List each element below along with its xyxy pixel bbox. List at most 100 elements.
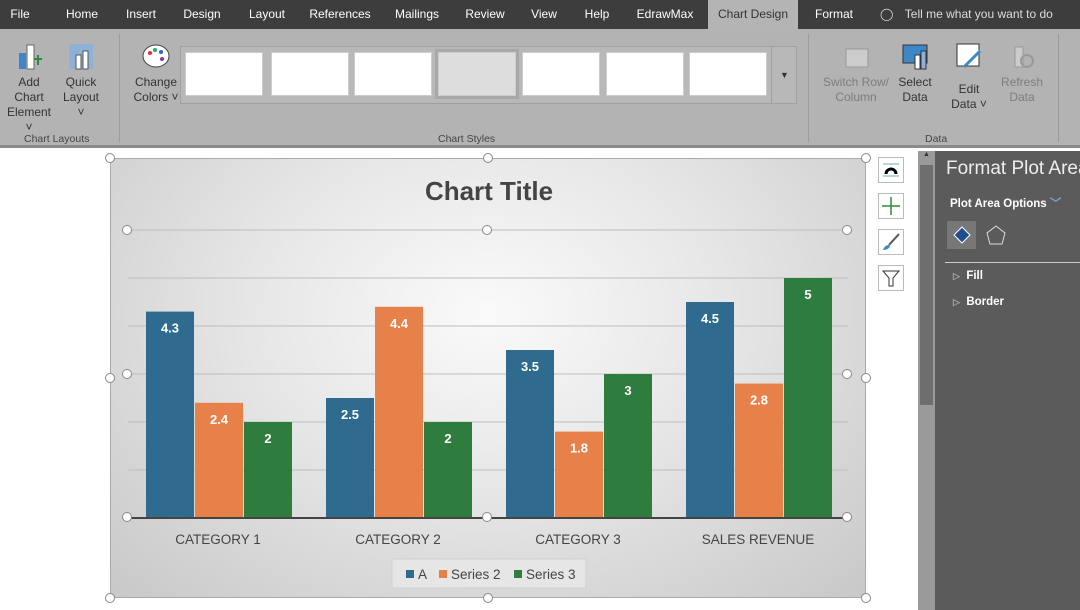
- expand-arrow-icon: ▷: [953, 271, 960, 281]
- resize-handle[interactable]: [842, 512, 852, 522]
- group-label-chart-styles: Chart Styles: [438, 133, 496, 145]
- switch-row-column-icon: [845, 48, 869, 68]
- resize-handle[interactable]: [861, 153, 871, 163]
- data-label: 5: [804, 287, 811, 302]
- separator: [808, 34, 809, 142]
- tab-edrawmax[interactable]: EdrawMax: [636, 7, 694, 21]
- resize-handle[interactable]: [105, 373, 115, 383]
- data-label: 4.5: [701, 311, 719, 326]
- data-label: 1.8: [570, 441, 588, 456]
- resize-handle[interactable]: [122, 369, 132, 379]
- chart-style-1[interactable]: [185, 52, 263, 96]
- resize-handle[interactable]: [482, 225, 492, 235]
- lightbulb-icon: ◯: [880, 7, 894, 21]
- legend-label: Series 3: [526, 567, 576, 582]
- fill-line-tab[interactable]: [947, 221, 976, 249]
- data-label: 2.5: [341, 407, 359, 422]
- border-section[interactable]: ▷ Border: [953, 296, 1005, 308]
- chart-style-2[interactable]: [271, 52, 349, 96]
- legend-label: A: [418, 567, 427, 582]
- category-label: SALES REVENUE: [702, 532, 815, 547]
- resize-handle[interactable]: [842, 225, 852, 235]
- chart-filters-button[interactable]: [878, 265, 904, 291]
- tab-file[interactable]: File: [10, 7, 30, 21]
- bar-a: [146, 311, 194, 518]
- bar-series-3: [424, 422, 472, 518]
- data-label: 2: [444, 431, 451, 446]
- brush-icon: [883, 233, 900, 250]
- tab-mailings[interactable]: Mailings: [394, 7, 439, 21]
- tab-review[interactable]: Review: [465, 7, 505, 21]
- refresh-data-button[interactable]: Refresh Data: [1000, 41, 1044, 105]
- chart-style-5[interactable]: [522, 52, 600, 96]
- plot-area-options-dropdown[interactable]: Plot Area Options ﹀: [950, 198, 1062, 210]
- tell-me-box[interactable]: ◯ Tell me what you want to do: [880, 7, 1053, 21]
- legend-label: Series 2: [451, 567, 501, 582]
- layout-options-button[interactable]: [878, 157, 904, 183]
- tab-layout[interactable]: Layout: [248, 7, 286, 21]
- resize-handle[interactable]: [105, 153, 115, 163]
- refresh-data-icon: [1014, 46, 1034, 68]
- category-label: CATEGORY 3: [535, 532, 621, 547]
- chart-style-7[interactable]: [689, 52, 767, 96]
- category-label: CATEGORY 1: [175, 532, 261, 547]
- chart-styles-gallery: ▼: [180, 46, 797, 104]
- gallery-more-button[interactable]: ▼: [771, 47, 797, 103]
- legend-swatch: [439, 570, 447, 578]
- tab-references[interactable]: References: [309, 7, 371, 21]
- select-data-button[interactable]: Select Data: [894, 41, 936, 105]
- resize-handle[interactable]: [122, 225, 132, 235]
- category-label: CATEGORY 2: [355, 532, 441, 547]
- edit-data-button[interactable]: Edit Data ˅: [946, 41, 992, 112]
- resize-handle[interactable]: [861, 373, 871, 383]
- resize-handle[interactable]: [483, 593, 493, 603]
- resize-handle[interactable]: [482, 512, 492, 522]
- resize-handle[interactable]: [842, 369, 852, 379]
- effects-tab[interactable]: [983, 221, 1009, 249]
- separator: [1058, 34, 1059, 142]
- resize-handle[interactable]: [861, 593, 871, 603]
- tab-design[interactable]: Design: [183, 7, 221, 21]
- data-label: 2.8: [750, 393, 768, 408]
- format-plot-area-pane: Format Plot Area Plot Area Options ﹀ ▷ F…: [935, 151, 1080, 610]
- pentagon-icon: [986, 225, 1006, 245]
- tab-home[interactable]: Home: [65, 7, 98, 21]
- fill-section[interactable]: ▷ Fill: [953, 270, 983, 282]
- data-label: 3: [624, 383, 631, 398]
- data-label: 4.3: [161, 321, 179, 336]
- chart-elements-button[interactable]: [878, 193, 904, 219]
- bar-series-2: [195, 402, 243, 518]
- add-chart-icon: [19, 44, 42, 70]
- resize-handle[interactable]: [105, 593, 115, 603]
- scroll-up-arrow[interactable]: ▲: [923, 151, 930, 158]
- chart-style-4[interactable]: [435, 49, 519, 99]
- bar-series-2: [555, 431, 603, 518]
- scrollbar-thumb[interactable]: [920, 165, 933, 405]
- switch-row-column-button[interactable]: Switch Row/Column: [820, 41, 892, 105]
- layout-options-icon: [883, 163, 899, 177]
- chart-area[interactable]: Chart Title 4.3 2.4 2 CATEGORY 1 2.5 4.4 2 CATEG…: [110, 158, 866, 598]
- tab-chart-design[interactable]: Chart Design: [708, 0, 798, 29]
- chart-styles-button[interactable]: [878, 229, 904, 255]
- change-colors-button[interactable]: Change Colors ˅: [130, 41, 182, 105]
- tab-view[interactable]: View: [531, 7, 557, 21]
- add-chart-element-button[interactable]: Add Chart Element ˅: [2, 41, 56, 135]
- resize-handle[interactable]: [483, 153, 493, 163]
- filter-icon: [881, 270, 901, 287]
- bar-series-2: [735, 383, 783, 518]
- chart-style-6[interactable]: [606, 52, 684, 96]
- group-label-chart-layouts: Chart Layouts: [24, 133, 90, 145]
- quick-layout-button[interactable]: Quick Layout ˅: [58, 41, 104, 120]
- data-label: 4.4: [390, 316, 409, 331]
- legend-swatch: [514, 570, 522, 578]
- resize-handle[interactable]: [122, 512, 132, 522]
- tab-help[interactable]: Help: [584, 7, 610, 21]
- bar-a: [326, 398, 374, 518]
- chevron-down-icon: ﹀: [1049, 198, 1062, 210]
- chart-style-3[interactable]: [354, 52, 432, 96]
- data-label: 3.5: [521, 359, 539, 374]
- tab-insert[interactable]: Insert: [125, 7, 156, 21]
- separator: [119, 34, 120, 142]
- ribbon: Add Chart Element ˅ Quick Layout ˅ Chart L…: [0, 29, 1080, 148]
- tab-format[interactable]: Format: [814, 7, 853, 21]
